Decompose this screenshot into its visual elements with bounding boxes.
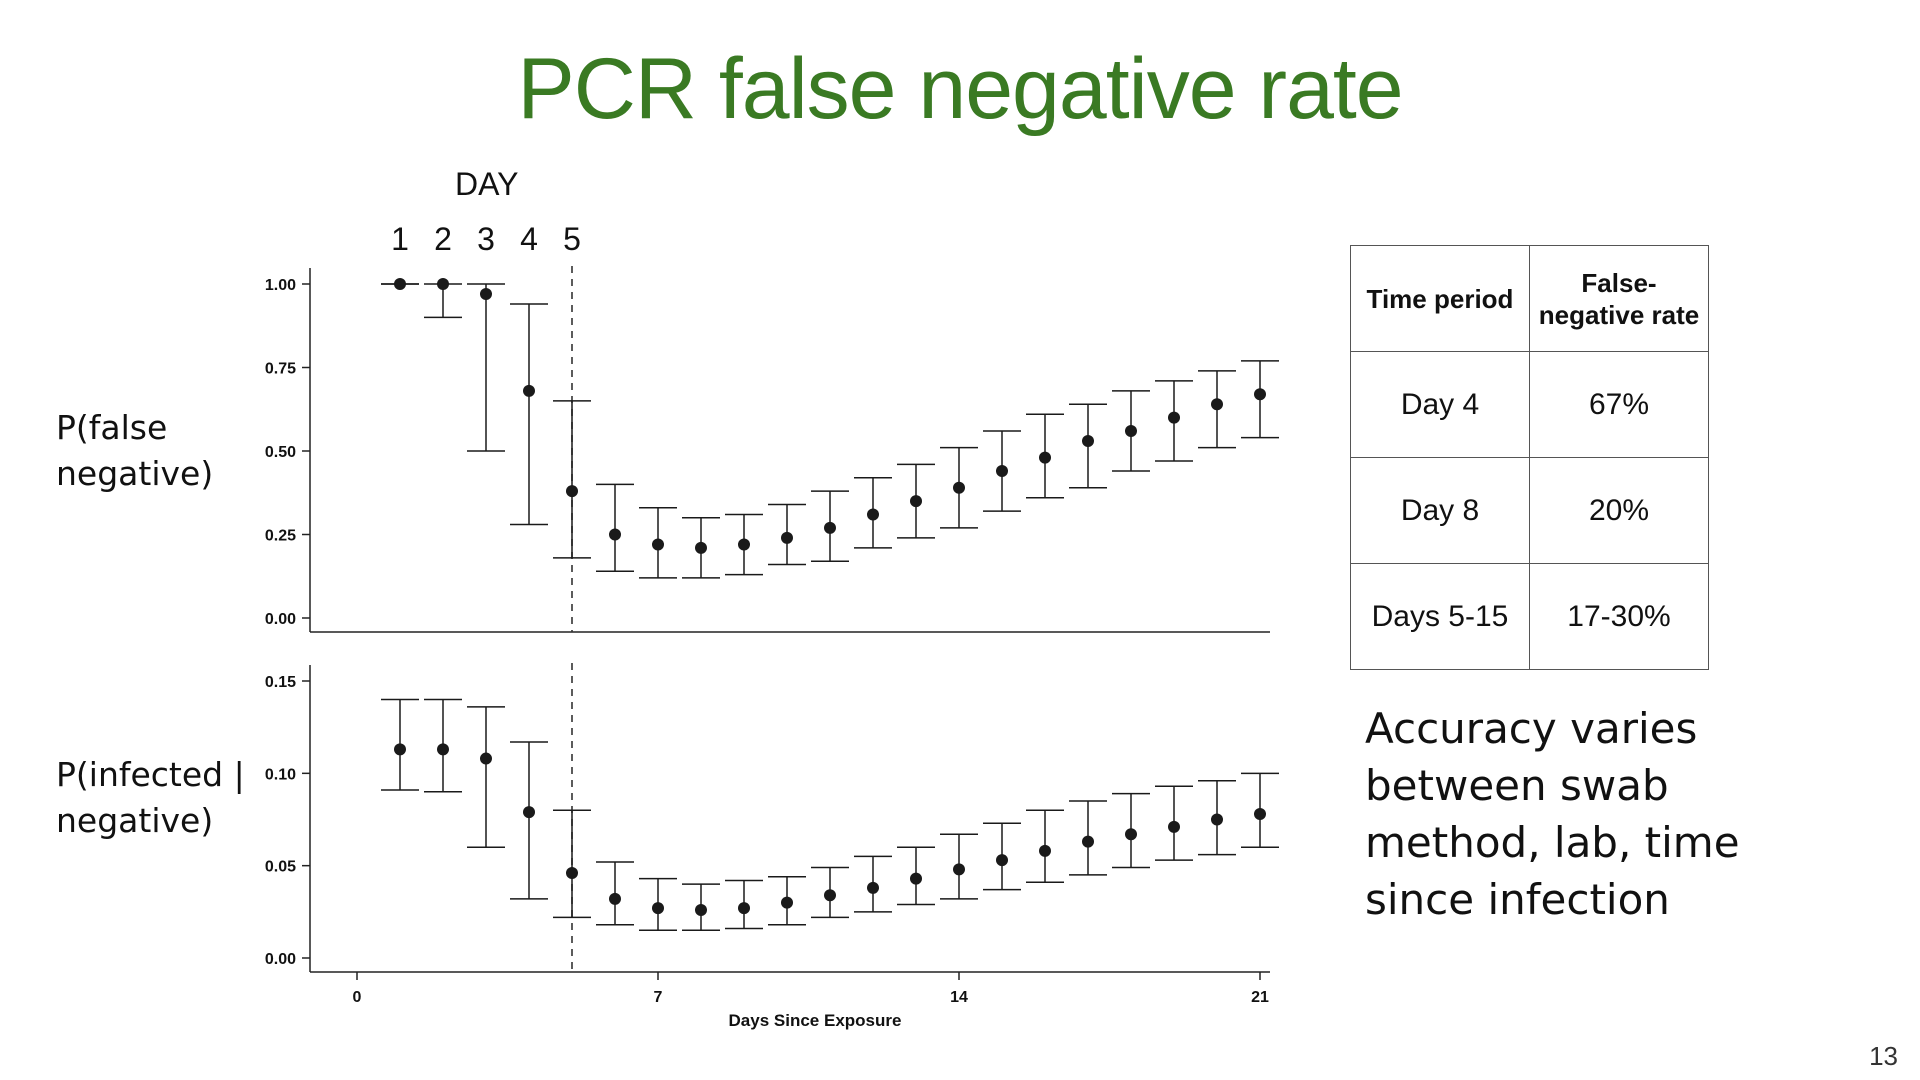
bottom-data-point bbox=[781, 896, 793, 909]
table-row: Day 4 67% bbox=[1350, 351, 1709, 458]
bottom-data-point bbox=[394, 743, 406, 756]
top-y-tick-label: 0.75 bbox=[265, 361, 296, 378]
top-data-point bbox=[695, 541, 707, 554]
bottom-data-point bbox=[953, 863, 965, 876]
day-marker-3: 3 bbox=[477, 221, 495, 257]
bottom-y-tick-label: 0.15 bbox=[265, 674, 296, 691]
bottom-data-point bbox=[824, 889, 836, 902]
day-marker-2: 2 bbox=[434, 221, 452, 257]
note-line-3: method, lab, time bbox=[1365, 818, 1740, 867]
top-y-tick-label: 0.25 bbox=[265, 528, 296, 545]
table-cell-rate: 17-30% bbox=[1529, 563, 1709, 670]
table-cell-period: Days 5-15 bbox=[1350, 563, 1530, 670]
bottom-y-axis-label: P(infected | negative) bbox=[56, 752, 245, 844]
bottom-data-point bbox=[910, 872, 922, 885]
note-line-1: Accuracy varies bbox=[1365, 704, 1698, 753]
bottom-data-point bbox=[1082, 835, 1094, 848]
bottom-data-point bbox=[867, 881, 879, 894]
bottom-x-tick-label: 0 bbox=[353, 989, 362, 1006]
bottom-x-tick-label: 14 bbox=[950, 989, 968, 1006]
table-header-row: Time period False- negative rate bbox=[1350, 245, 1709, 352]
top-y-tick-label: 1.00 bbox=[265, 277, 296, 294]
bottom-y-tick-label: 0.00 bbox=[265, 951, 296, 968]
day-marker-4: 4 bbox=[520, 221, 538, 257]
note-line-2: between swab bbox=[1365, 761, 1669, 810]
bottom-data-point bbox=[480, 752, 492, 765]
top-data-point bbox=[953, 481, 965, 494]
top-data-point bbox=[910, 495, 922, 508]
top-y-tick-label: 0.50 bbox=[265, 444, 296, 461]
top-data-point bbox=[1125, 424, 1137, 437]
bottom-data-point bbox=[996, 854, 1008, 867]
page-number: 13 bbox=[1869, 1041, 1898, 1071]
top-y-tick-label: 0.00 bbox=[265, 611, 296, 628]
bottom-y-axis-label-line-2: negative) bbox=[56, 801, 214, 840]
bottom-data-point bbox=[652, 902, 664, 915]
top-data-point bbox=[480, 288, 492, 301]
top-data-point bbox=[394, 278, 406, 290]
table-header-time-period: Time period bbox=[1350, 245, 1530, 352]
table-cell-period: Day 4 bbox=[1350, 351, 1530, 458]
table-header-line-2: negative rate bbox=[1538, 299, 1700, 330]
bottom-data-point bbox=[523, 806, 535, 819]
top-data-point bbox=[996, 465, 1008, 478]
bottom-data-point bbox=[1039, 844, 1051, 857]
false-negative-table: Time period False- negative rate Day 4 6… bbox=[1350, 245, 1709, 670]
x-axis-title: Days Since Exposure bbox=[729, 1011, 902, 1030]
bottom-data-point bbox=[1125, 828, 1137, 841]
bottom-data-point bbox=[695, 903, 707, 916]
top-y-axis-label-line-2: negative) bbox=[56, 454, 214, 493]
top-data-point bbox=[523, 384, 535, 397]
top-data-point bbox=[867, 508, 879, 521]
bottom-data-point bbox=[1254, 807, 1266, 820]
top-data-point bbox=[609, 528, 621, 541]
top-data-point bbox=[1254, 388, 1266, 401]
note-line-4: since infection bbox=[1365, 875, 1670, 924]
table-row: Day 8 20% bbox=[1350, 457, 1709, 564]
top-data-point bbox=[1211, 398, 1223, 411]
top-y-axis-label-line-1: P(false bbox=[56, 408, 168, 447]
bottom-data-point bbox=[609, 892, 621, 905]
bottom-y-tick-label: 0.05 bbox=[265, 859, 296, 876]
bottom-data-point bbox=[1168, 820, 1180, 833]
bottom-y-tick-label: 0.10 bbox=[265, 766, 296, 783]
table-row: Days 5-15 17-30% bbox=[1350, 563, 1709, 670]
day-marker-1: 1 bbox=[391, 221, 409, 257]
day-header: DAY bbox=[455, 166, 519, 202]
top-data-point bbox=[824, 521, 836, 534]
table-header-false-negative-rate: False- negative rate bbox=[1529, 245, 1709, 352]
top-data-point bbox=[566, 485, 578, 498]
top-data-point bbox=[738, 538, 750, 551]
slide-title: PCR false negative rate bbox=[517, 41, 1403, 137]
bottom-data-point bbox=[738, 902, 750, 915]
top-data-point bbox=[1082, 434, 1094, 447]
bottom-y-axis-label-line-1: P(infected | bbox=[56, 755, 245, 794]
top-data-point bbox=[437, 278, 449, 290]
top-data-point bbox=[1039, 451, 1051, 464]
bottom-x-tick-label: 7 bbox=[654, 989, 663, 1006]
day-marker-5: 5 bbox=[563, 221, 581, 257]
bottom-data-point bbox=[566, 867, 578, 880]
bottom-data-point bbox=[1211, 813, 1223, 826]
top-data-point bbox=[652, 538, 664, 551]
top-data-point bbox=[1168, 411, 1180, 424]
table-header-line-1: False- bbox=[1581, 267, 1657, 298]
top-data-point bbox=[781, 531, 793, 544]
top-y-axis-label: P(false negative) bbox=[56, 405, 213, 497]
accuracy-note: Accuracy varies between swab method, lab… bbox=[1365, 700, 1740, 928]
bottom-x-tick-label: 21 bbox=[1251, 989, 1269, 1006]
table-cell-rate: 67% bbox=[1529, 351, 1709, 458]
bottom-data-point bbox=[437, 743, 449, 756]
table-cell-period: Day 8 bbox=[1350, 457, 1530, 564]
table-cell-rate: 20% bbox=[1529, 457, 1709, 564]
